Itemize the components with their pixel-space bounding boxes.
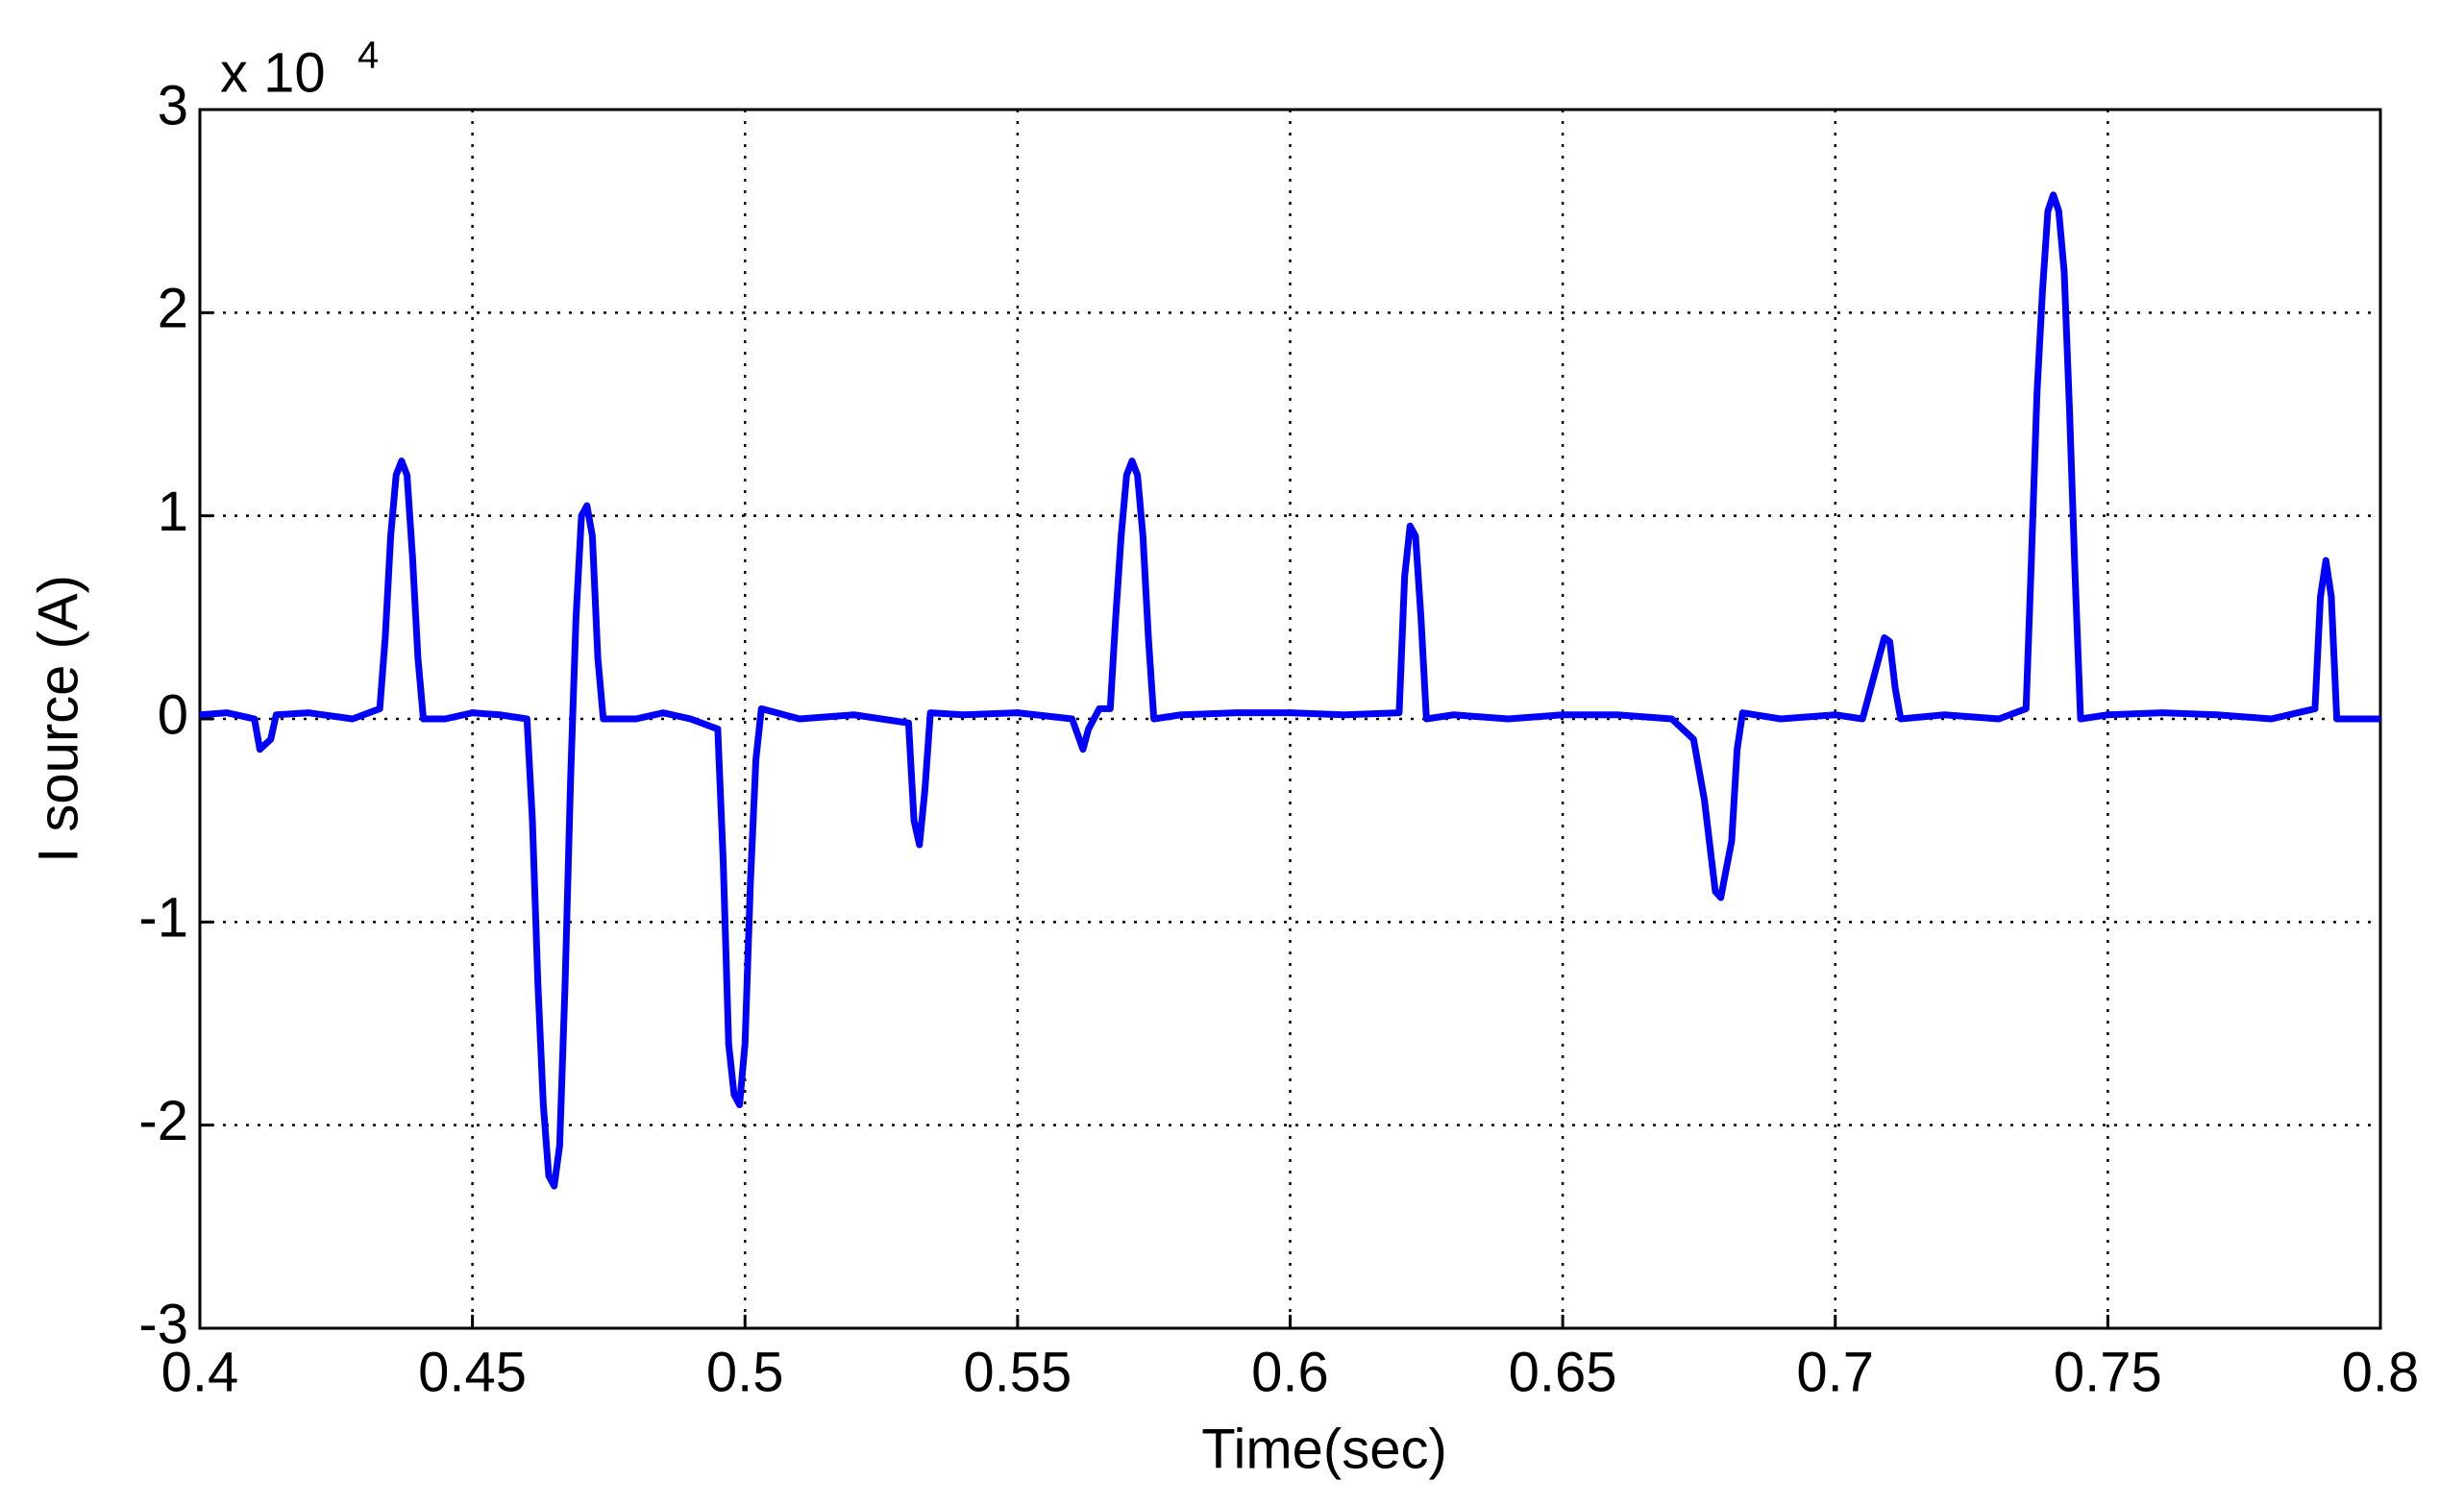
x-tick-label: 0.45: [418, 1341, 527, 1403]
x-tick-label: 0.65: [1509, 1341, 1617, 1403]
x-tick-label: 0.7: [1796, 1341, 1874, 1403]
y-tick-label: -2: [138, 1090, 188, 1152]
y-multiplier-exponent: 4: [357, 35, 379, 77]
y-tick-label: 0: [158, 683, 188, 746]
x-tick-label: 0.4: [161, 1341, 239, 1403]
y-tick-label: 3: [158, 74, 188, 136]
x-tick-label: 0.6: [1251, 1341, 1329, 1403]
y-multiplier: x 10: [220, 41, 326, 104]
x-tick-label: 0.75: [2054, 1341, 2162, 1403]
data-line: [199, 191, 2380, 1190]
y-tick-label: 1: [158, 481, 188, 543]
y-tick-label: -3: [138, 1293, 188, 1355]
x-tick-label: 0.55: [963, 1341, 1072, 1403]
x-tick-label: 0.5: [706, 1341, 784, 1403]
y-tick-label: -1: [138, 887, 188, 950]
y-axis-label: I source (A): [27, 575, 89, 863]
x-tick-label: 0.8: [2342, 1341, 2420, 1403]
y-tick-label: 2: [158, 278, 188, 340]
x-axis-label: Time(sec): [1201, 1418, 1447, 1480]
